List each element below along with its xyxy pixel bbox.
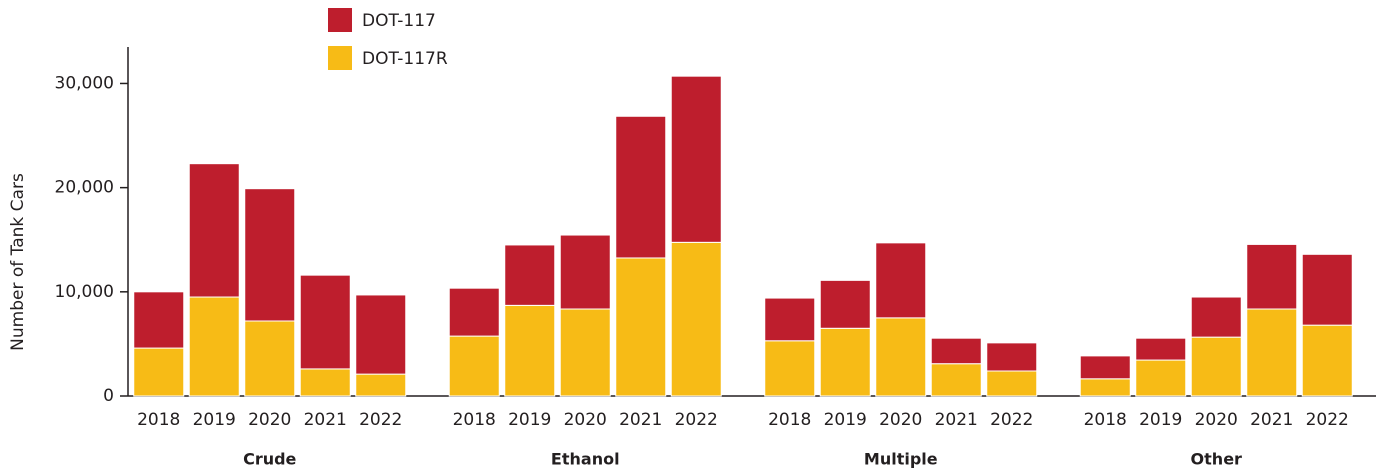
bar-segment (986, 342, 1038, 372)
x-tick-label: 2022 (1306, 410, 1349, 430)
x-tick-label: 2021 (935, 410, 978, 430)
group-label: Ethanol (551, 450, 620, 469)
x-tick-label: 2020 (564, 410, 607, 430)
x-tick-label: 2018 (453, 410, 496, 430)
x-tick-label: 2018 (137, 410, 180, 430)
bar-segment (875, 317, 927, 397)
y-tick-label: 0 (103, 386, 114, 406)
bar-segment (930, 363, 982, 397)
bar-segment (355, 294, 407, 375)
x-tick-label: 2021 (304, 410, 347, 430)
bar-segment (986, 370, 1038, 397)
bar-segment (764, 297, 816, 342)
group-label: Other (1191, 450, 1242, 469)
x-tick-label: 2018 (768, 410, 811, 430)
legend-label: DOT-117R (362, 49, 448, 69)
x-tick-label: 2020 (879, 410, 922, 430)
bar-segment (819, 279, 871, 329)
bar-segment (819, 327, 871, 397)
x-tick-label: 2019 (1139, 410, 1182, 430)
y-axis-label: Number of Tank Cars (8, 173, 28, 351)
bar-segment (559, 308, 611, 397)
x-tick-label: 2022 (359, 410, 402, 430)
bar-segment (615, 257, 667, 397)
bar-segment (1135, 337, 1187, 361)
bar-segment (764, 340, 816, 397)
x-tick-label: 2022 (990, 410, 1033, 430)
group-label: Crude (243, 450, 296, 469)
bar-segment (670, 75, 722, 243)
legend-swatch (328, 8, 352, 32)
bar-segment (875, 242, 927, 319)
x-tick-label: 2018 (1084, 410, 1127, 430)
x-tick-label: 2022 (675, 410, 718, 430)
bar-segment (448, 335, 500, 397)
bar-segment (1246, 308, 1298, 397)
y-tick-label: 30,000 (55, 73, 114, 93)
bar-segment (1301, 324, 1353, 397)
bar-segment (1246, 243, 1298, 310)
bar-segment (504, 304, 556, 397)
bar-segment (1079, 378, 1131, 397)
bar-segment (244, 320, 296, 397)
legend-label: DOT-117 (362, 11, 436, 31)
legend-swatch (328, 46, 352, 70)
bar-segment (559, 234, 611, 310)
bar-segment (133, 347, 185, 397)
x-tick-label: 2021 (1250, 410, 1293, 430)
y-tick-label: 20,000 (55, 178, 114, 198)
bar-segment (670, 241, 722, 397)
x-tick-label: 2019 (508, 410, 551, 430)
x-tick-label: 2019 (824, 410, 867, 430)
bar-segment (244, 188, 296, 322)
group-label: Multiple (864, 450, 938, 469)
bar-segment (1190, 296, 1242, 338)
bar-segment (299, 368, 351, 397)
x-tick-label: 2020 (248, 410, 291, 430)
bar-segment (299, 274, 351, 370)
bar-segment (504, 244, 556, 306)
bar-segment (355, 373, 407, 397)
bar-segment (133, 291, 185, 349)
bar-segment (1135, 359, 1187, 397)
bar-segment (1190, 336, 1242, 397)
y-tick-label: 10,000 (55, 282, 114, 302)
x-tick-label: 2020 (1195, 410, 1238, 430)
bar-segment (1079, 355, 1131, 380)
x-tick-label: 2021 (619, 410, 662, 430)
bar-segment (188, 296, 240, 397)
bar-segment (615, 115, 667, 259)
x-tick-label: 2019 (193, 410, 236, 430)
bar-segment (448, 287, 500, 337)
bar-segment (1301, 253, 1353, 326)
bar-segment (188, 163, 240, 298)
bar-segment (930, 337, 982, 365)
